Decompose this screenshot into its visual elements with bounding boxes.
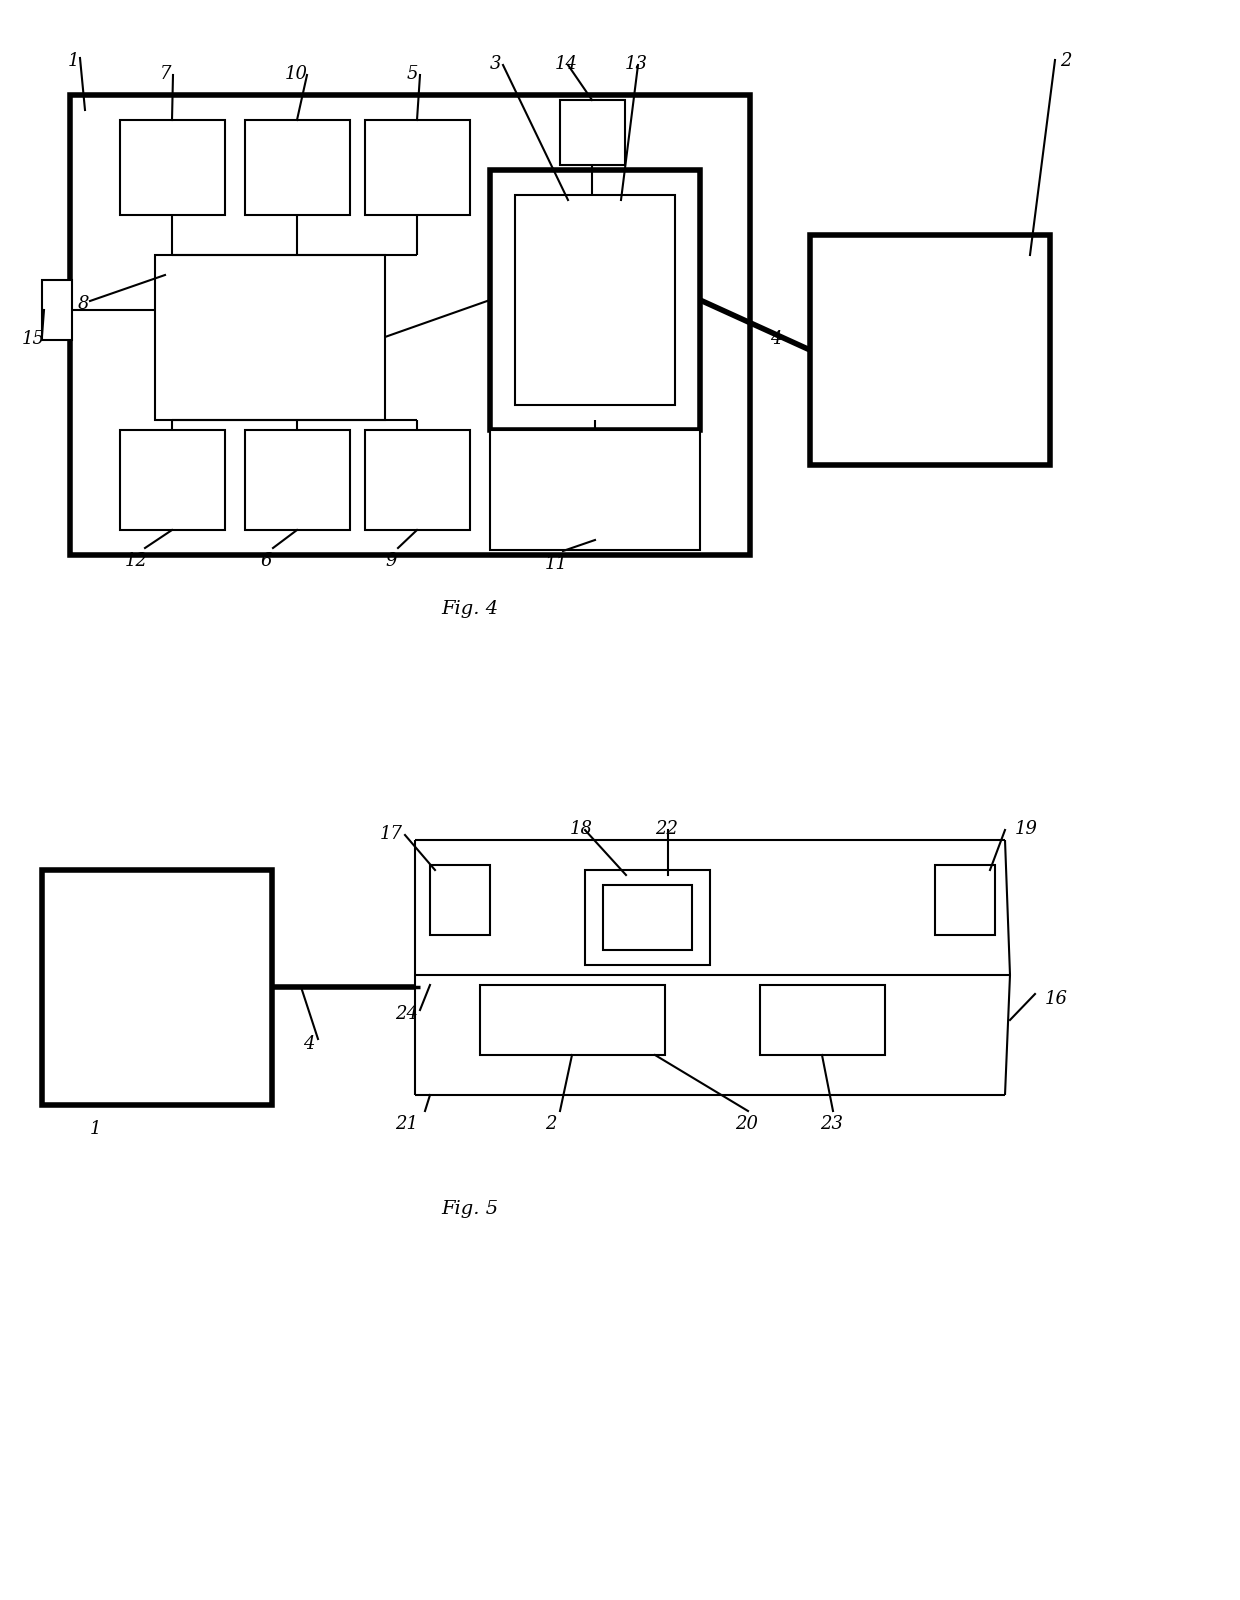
Text: 4: 4 [303, 1035, 315, 1053]
Text: 9: 9 [384, 552, 397, 570]
Bar [480, 986, 665, 1054]
Bar [935, 866, 994, 934]
Bar [585, 870, 711, 965]
Bar [810, 235, 1050, 466]
Bar [490, 430, 701, 550]
Text: 3: 3 [490, 54, 501, 74]
Bar [155, 254, 384, 419]
Text: 10: 10 [285, 66, 308, 83]
Text: 20: 20 [735, 1115, 758, 1133]
Bar [246, 430, 350, 530]
Text: 24: 24 [396, 1005, 418, 1022]
Text: Fig. 5: Fig. 5 [441, 1200, 498, 1218]
Bar [365, 430, 470, 530]
Bar [515, 195, 675, 405]
Bar [42, 280, 72, 341]
Bar [120, 430, 224, 530]
Bar [365, 120, 470, 214]
Text: 22: 22 [655, 819, 678, 838]
Text: 8: 8 [78, 294, 89, 314]
Text: 6: 6 [260, 552, 272, 570]
Bar [560, 99, 625, 165]
Text: 12: 12 [125, 552, 148, 570]
Text: 21: 21 [396, 1115, 418, 1133]
Text: 1: 1 [91, 1120, 102, 1138]
Text: 2: 2 [1060, 51, 1071, 70]
Text: 2: 2 [546, 1115, 557, 1133]
Bar [246, 120, 350, 214]
Text: 1: 1 [68, 51, 79, 70]
Text: 13: 13 [625, 54, 649, 74]
Text: 5: 5 [407, 66, 419, 83]
Bar [69, 94, 750, 555]
Text: 23: 23 [820, 1115, 843, 1133]
Text: 7: 7 [160, 66, 171, 83]
Text: 4: 4 [770, 330, 781, 349]
Text: 14: 14 [556, 54, 578, 74]
Bar [430, 866, 490, 934]
Bar [490, 170, 701, 430]
Text: 16: 16 [1045, 990, 1068, 1008]
Text: Fig. 4: Fig. 4 [441, 600, 498, 618]
Bar [42, 870, 272, 1106]
Text: 18: 18 [570, 819, 593, 838]
Text: 17: 17 [379, 826, 403, 843]
Text: 11: 11 [546, 555, 568, 573]
Text: 19: 19 [1016, 819, 1038, 838]
Bar [120, 120, 224, 214]
Text: 15: 15 [22, 330, 45, 349]
Bar [603, 885, 692, 950]
Bar [760, 986, 885, 1054]
